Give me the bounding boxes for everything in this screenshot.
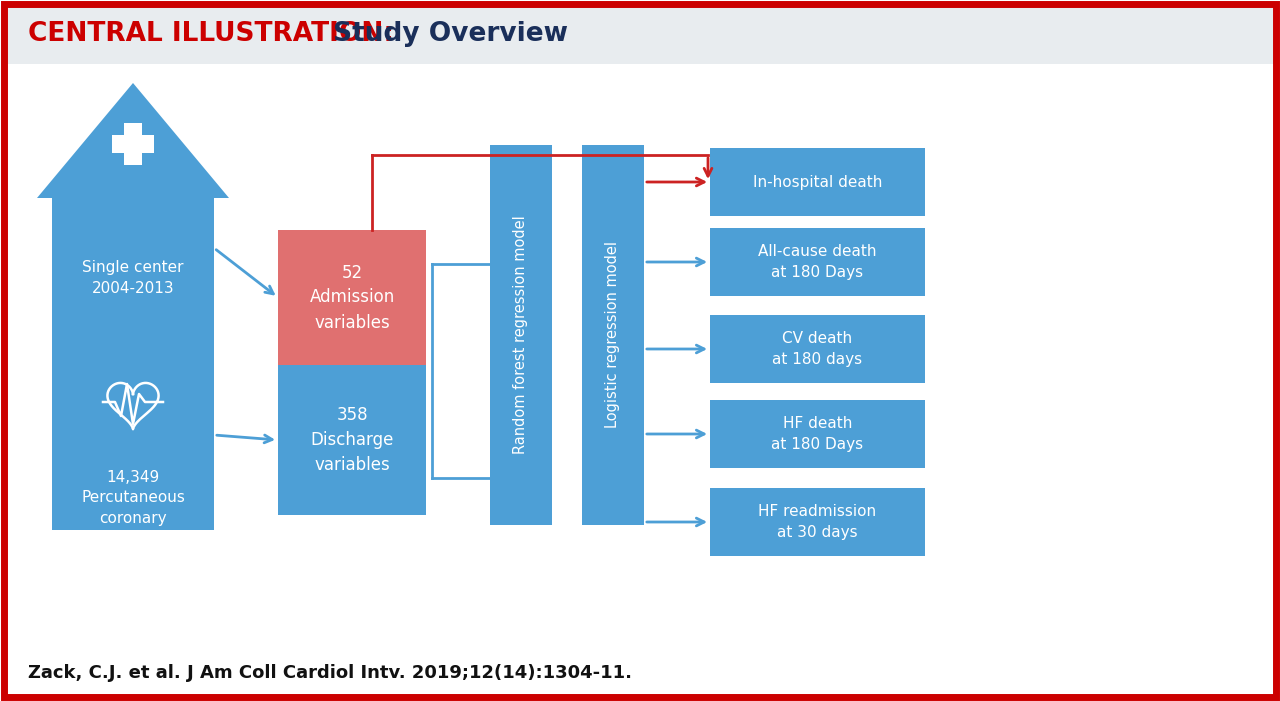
Text: Zack, C.J. et al. J Am Coll Cardiol Intv. 2019;12(14):1304-11.: Zack, C.J. et al. J Am Coll Cardiol Intv… <box>28 664 632 682</box>
Text: In-hospital death: In-hospital death <box>753 175 882 189</box>
Text: Logistic regression model: Logistic regression model <box>605 242 621 428</box>
Bar <box>278 230 426 365</box>
Text: 14,349
Percutaneous
coronary
interventions: 14,349 Percutaneous coronary interventio… <box>81 470 184 546</box>
Bar <box>710 400 925 468</box>
Bar <box>113 135 154 153</box>
Bar <box>710 228 925 296</box>
Text: CENTRAL ILLUSTRATION:: CENTRAL ILLUSTRATION: <box>28 21 394 47</box>
Text: HF readmission
at 30 days: HF readmission at 30 days <box>759 504 877 540</box>
Bar <box>710 148 925 216</box>
Polygon shape <box>37 83 229 198</box>
Bar <box>52 340 214 530</box>
Bar <box>582 145 644 525</box>
Text: All-cause death
at 180 Days: All-cause death at 180 Days <box>758 245 877 280</box>
Text: Study Overview: Study Overview <box>324 21 568 47</box>
Bar <box>4 4 1276 64</box>
Text: 52
Admission
variables: 52 Admission variables <box>310 264 394 332</box>
Bar <box>124 123 142 165</box>
Text: CV death
at 180 days: CV death at 180 days <box>772 332 863 367</box>
Bar <box>278 365 426 515</box>
Bar <box>710 488 925 556</box>
Bar <box>490 145 552 525</box>
Bar <box>710 315 925 383</box>
Text: 358
Discharge
variables: 358 Discharge variables <box>310 406 394 474</box>
Text: Random forest regression model: Random forest regression model <box>513 216 529 454</box>
Text: Single center
2004-2013: Single center 2004-2013 <box>82 260 184 296</box>
Bar <box>52 198 214 348</box>
Text: HF death
at 180 Days: HF death at 180 Days <box>772 416 864 451</box>
